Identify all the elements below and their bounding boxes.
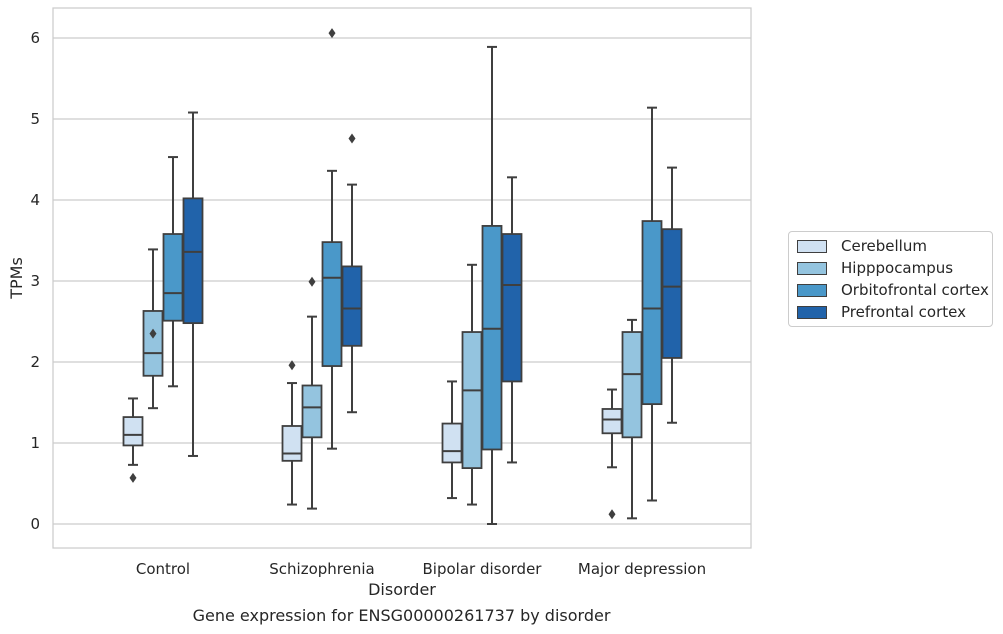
x-tick-major-depression: Major depression [578,560,706,578]
box-cerebellum-bipolar-disorder [441,422,463,464]
box-group-bipolar-disorder [441,45,523,525]
outlier-hipppocampus-control-0 [149,328,157,339]
legend-label-hippocampus: Hipppocampus [841,259,954,277]
box-prefrontal-cortex-major-depression [661,228,683,359]
chart-caption: Gene expression for ENSG00000261737 by d… [192,606,611,625]
x-axis-label: Disorder [368,580,436,599]
legend-item-prefrontal-cortex: Prefrontal cortex [797,301,966,323]
box-group-control [122,111,204,483]
box-prefrontal-cortex-control [182,197,204,325]
box-orbitofrontal-cortex-bipolar-disorder [481,225,503,451]
x-tick-labels: Control Schizophrenia Bipolar disorder Majo… [136,560,706,578]
box-cerebellum-major-depression [601,408,623,435]
box-hipppocampus-schizophrenia [301,384,323,439]
x-tick-bipolar-disorder: Bipolar disorder [423,560,543,578]
y-tick-5: 5 [30,110,40,128]
legend: Cerebellum Hipppocampus Orbitofrontal co… [788,231,993,327]
legend-label-cerebellum: Cerebellum [841,237,927,255]
box-orbitofrontal-cortex-schizophrenia [321,241,343,367]
box-hipppocampus-major-depression [621,331,643,439]
outlier-cerebellum-major-depression-0 [608,509,616,520]
box-hipppocampus-control [142,310,164,377]
box-cerebellum-schizophrenia [281,425,303,462]
outlier-cerebellum-control-0 [129,472,137,483]
y-tick-0: 0 [30,515,40,533]
y-tick-labels: 0 1 2 3 4 5 6 [30,29,40,533]
box-group-major-depression [601,106,683,520]
box-orbitofrontal-cortex-major-depression [641,220,663,406]
outlier-cerebellum-schizophrenia-0 [288,360,296,371]
outlier-prefrontal-cortex-schizophrenia-0 [348,133,356,144]
y-tick-3: 3 [30,272,40,290]
legend-swatch-hippocampus [797,261,827,275]
legend-label-prefrontal-cortex: Prefrontal cortex [841,303,966,321]
legend-swatch-cerebellum [797,239,827,253]
box-groups [122,28,683,525]
box-prefrontal-cortex-bipolar-disorder [501,233,523,383]
y-tick-1: 1 [30,434,40,452]
legend-item-orbitofrontal-cortex: Orbitofrontal cortex [797,279,989,301]
legend-label-orbitofrontal-cortex: Orbitofrontal cortex [841,281,989,299]
x-tick-schizophrenia: Schizophrenia [269,560,374,578]
y-axis-label: TPMs [7,257,26,300]
y-tick-4: 4 [30,191,40,209]
outlier-hipppocampus-schizophrenia-0 [308,276,316,287]
legend-swatch-prefrontal-cortex [797,305,827,319]
box-group-schizophrenia [281,28,363,510]
box-cerebellum-control [122,416,144,447]
y-tick-6: 6 [30,29,40,47]
legend-item-hippocampus: Hipppocampus [797,257,953,279]
legend-item-cerebellum: Cerebellum [797,235,927,257]
box-orbitofrontal-cortex-control [162,233,184,322]
box-prefrontal-cortex-schizophrenia [341,265,363,347]
legend-swatch-orbitofrontal-cortex [797,283,827,297]
outlier-orbitofrontal-cortex-schizophrenia-0 [328,28,336,39]
y-tick-2: 2 [30,353,40,371]
x-tick-control: Control [136,560,190,578]
plot-frame [52,7,752,549]
box-hipppocampus-bipolar-disorder [461,331,483,470]
